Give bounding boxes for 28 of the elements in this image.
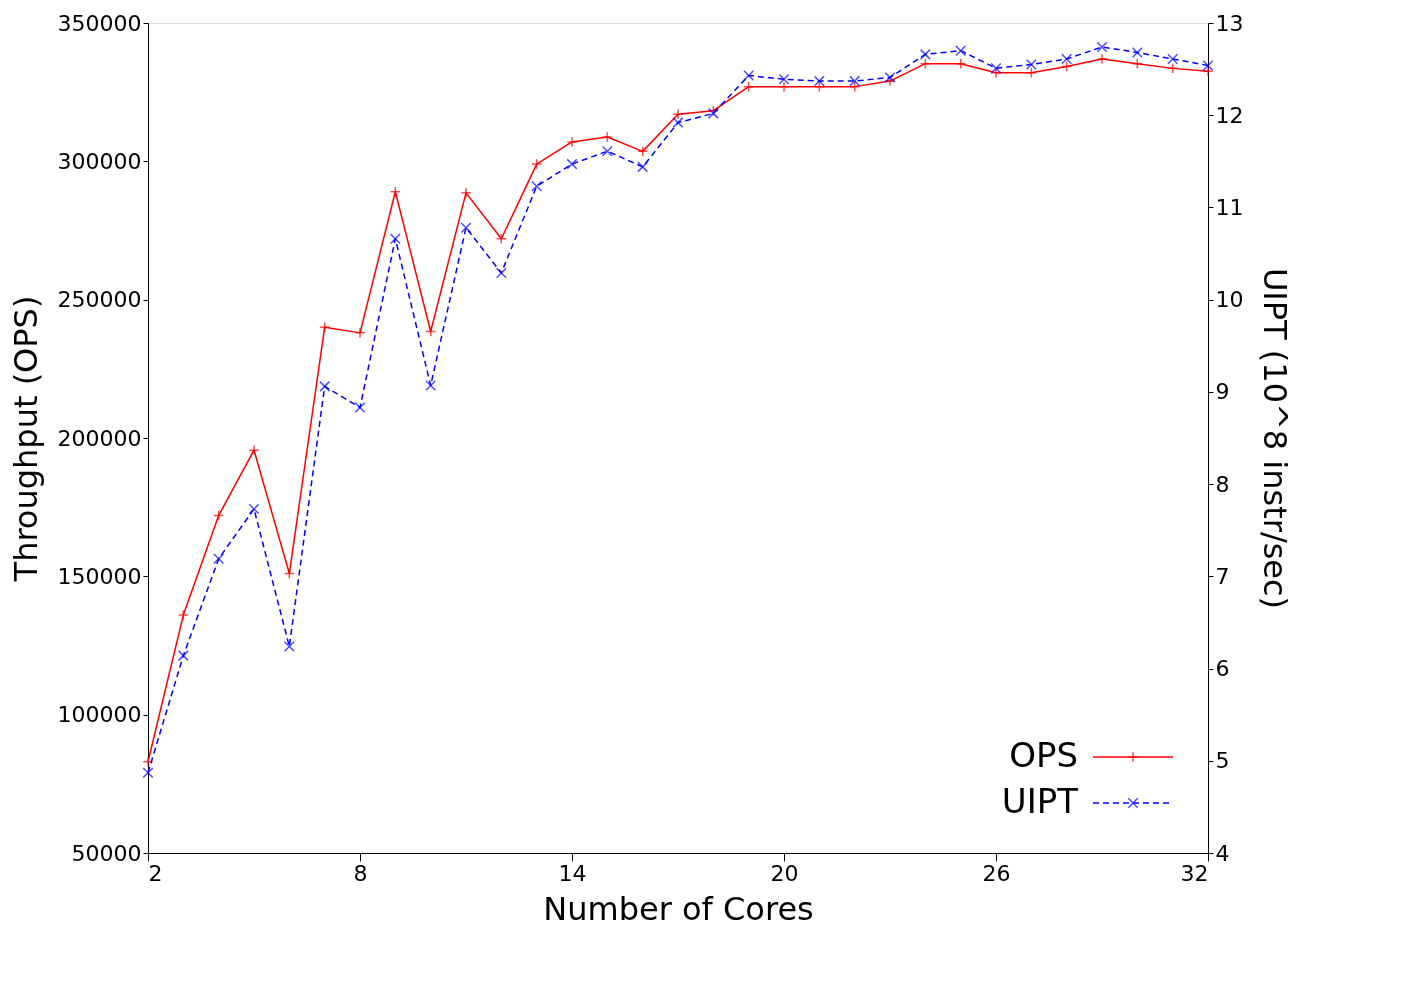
y2-tick-label: 10 (1215, 287, 1244, 313)
legend-label: OPS (1009, 735, 1078, 775)
legend-label: UIPT (1001, 781, 1079, 821)
x-tick-label: 26 (982, 860, 1011, 886)
x-tick-label: 14 (558, 860, 587, 886)
x-tick-label: 8 (353, 860, 368, 886)
x-tick-label: 20 (770, 860, 799, 886)
y-tick-label: 50000 (71, 840, 142, 866)
y2-tick-label: 6 (1215, 656, 1230, 682)
y-tick-label: 300000 (57, 148, 142, 174)
y-tick-label: 150000 (57, 563, 142, 589)
y-axis-title: Throughput (OPS) (6, 295, 45, 583)
y2-tick-label: 5 (1215, 748, 1230, 774)
y-tick-label: 200000 (57, 425, 142, 451)
y2-tick-label: 7 (1215, 563, 1230, 589)
y2-tick-label: 9 (1215, 379, 1230, 405)
x-axis-title: Number of Cores (543, 889, 814, 928)
y2-axis-title: UIPT (10^8 instr/sec) (1256, 267, 1295, 610)
y2-tick-label: 11 (1215, 194, 1244, 220)
y2-tick-label: 8 (1215, 471, 1230, 497)
y2-tick-label: 12 (1215, 102, 1244, 128)
y2-tick-label: 4 (1215, 840, 1230, 866)
x-tick-label: 2 (148, 860, 163, 886)
y2-tick-label: 13 (1215, 10, 1244, 36)
y-tick-label: 350000 (57, 10, 142, 36)
y-tick-label: 250000 (57, 287, 142, 313)
y-tick-label: 100000 (57, 702, 142, 728)
x-tick-label: 32 (1180, 860, 1209, 886)
